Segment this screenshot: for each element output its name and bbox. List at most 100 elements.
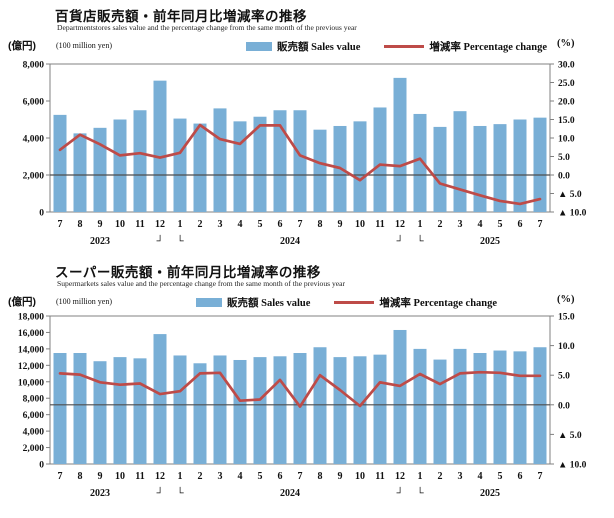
month-label: 4 <box>238 471 243 482</box>
month-label: 1 <box>418 471 423 482</box>
year-axis-labels: 2023 ┘ └ 2024 ┘ └ 2025 <box>90 486 500 499</box>
left-tick-label: 4,000 <box>23 135 45 145</box>
month-label: 6 <box>278 471 283 482</box>
month-label: 7 <box>298 471 303 482</box>
left-tick-label: 18,000 <box>18 313 44 323</box>
sales-bar <box>273 110 287 212</box>
sales-bar <box>433 126 447 212</box>
month-label: 3 <box>458 219 463 230</box>
right-axis-unit: (%) <box>557 294 575 305</box>
sales-bar <box>253 116 267 212</box>
left-axis-unit-en: (100 million yen) <box>56 297 112 306</box>
left-tick-label: 6,000 <box>23 98 45 108</box>
right-axis: 30.0 25.0 20.0 15.0 10.0 5.0 0.0 ▲ 5.0 ▲ 10.0 <box>550 61 587 219</box>
left-tick-label: 14,000 <box>18 345 44 355</box>
sales-bar <box>213 355 227 464</box>
month-label: 5 <box>258 471 263 482</box>
month-label: 7 <box>58 219 63 230</box>
month-label: 10 <box>355 471 365 482</box>
left-axis: 0 2,000 4,000 6,000 8,000 10,000 12,000 14,000 1… <box>18 313 50 471</box>
sales-bar <box>513 119 527 212</box>
percentage-change-swatch-icon <box>384 44 425 49</box>
right-axis: 15.0 10.0 5.0 0.0 ▲ 5.0 ▲ 10.0 <box>550 313 587 471</box>
left-axis: 0 2,000 4,000 6,000 8,000 <box>23 61 50 219</box>
month-label: 8 <box>318 219 323 230</box>
year-label: 2023 <box>90 236 110 247</box>
sales-bar <box>73 353 87 464</box>
sales-bar <box>113 357 127 464</box>
month-label: 7 <box>58 471 63 482</box>
month-label: 3 <box>458 471 463 482</box>
sales-bar <box>373 354 387 464</box>
month-label: 2 <box>438 219 443 230</box>
right-tick-label: ▲ 10.0 <box>558 461 587 471</box>
sales-bar <box>193 123 207 212</box>
sales-bar <box>173 355 187 464</box>
month-label: 11 <box>375 471 384 482</box>
sales-bar <box>433 359 447 464</box>
sales-bar <box>153 334 167 464</box>
legend-line-label: 増減率 Percentage change <box>379 298 498 309</box>
right-tick-label: 0.0 <box>558 172 570 182</box>
sales-bar <box>473 125 487 212</box>
sales-bar <box>173 118 187 212</box>
sales-bar <box>313 347 327 464</box>
sales-bar <box>253 357 267 464</box>
left-tick-label: 8,000 <box>23 395 45 405</box>
percentage-change-line <box>58 370 542 408</box>
month-label: 12 <box>395 471 405 482</box>
supermarket-chart-subtitle: Supermarkets sales value and the percent… <box>57 279 346 288</box>
left-tick-label: 6,000 <box>23 411 45 421</box>
month-label: 10 <box>355 219 365 230</box>
right-tick-label: ▲ 5.0 <box>558 431 582 441</box>
sales-bar <box>373 107 387 212</box>
month-label: 8 <box>78 219 83 230</box>
month-label: 10 <box>115 219 125 230</box>
supermarket-chart-block: スーパー販売額・前年同月比増減率の推移 Supermarkets sales v… <box>0 256 614 514</box>
sales-bar <box>493 124 507 212</box>
month-label: 6 <box>278 219 283 230</box>
year-label: ┘ <box>395 234 403 247</box>
left-tick-label: 10,000 <box>18 378 44 388</box>
month-label: 3 <box>218 471 223 482</box>
left-tick-label: 0 <box>39 209 44 219</box>
month-label: 5 <box>498 471 503 482</box>
month-label: 9 <box>98 471 103 482</box>
month-label: 1 <box>418 219 423 230</box>
sales-bar <box>353 356 367 464</box>
month-label: 8 <box>78 471 83 482</box>
sales-bars <box>53 329 547 464</box>
month-label: 10 <box>115 471 125 482</box>
sales-bar <box>213 108 227 212</box>
year-label: ┘ <box>155 234 163 247</box>
right-tick-label: 15.0 <box>558 116 575 126</box>
month-label: 4 <box>478 471 483 482</box>
sales-bar <box>513 351 527 464</box>
sales-bar <box>413 113 427 212</box>
sales-bar <box>393 77 407 212</box>
left-tick-label: 2,000 <box>23 444 45 454</box>
month-label: 6 <box>518 471 523 482</box>
sales-bar <box>53 353 67 464</box>
supermarket-chart-title: スーパー販売額・前年同月比増減率の推移 <box>55 265 321 280</box>
left-tick-label: 16,000 <box>18 329 44 339</box>
left-tick-label: 8,000 <box>23 61 45 71</box>
sales-bar <box>153 80 167 213</box>
year-label: 2024 <box>280 236 300 247</box>
month-label: 7 <box>538 471 543 482</box>
sales-bar <box>533 117 547 212</box>
sales-value-swatch-icon <box>196 298 222 307</box>
year-label: └ <box>416 486 424 499</box>
month-label: 5 <box>258 219 263 230</box>
departmentstore-chart-block: 百貨店販売額・前年同月比増減率の推移 Departmentstores sale… <box>0 0 614 258</box>
left-axis-unit-jp: (億円) <box>8 296 36 308</box>
supermarket-combo-plot: 0 2,000 4,000 6,000 8,000 10,000 12,000 14,000 1… <box>18 313 587 500</box>
month-label: 11 <box>375 219 384 230</box>
month-axis-labels: 7 8 9 10 11 12 1 2 3 4 5 6 7 8 9 10 11 12 1 2 3 4 5 6 7 <box>58 219 543 230</box>
sales-bar <box>193 363 207 464</box>
sales-bar <box>473 353 487 464</box>
month-label: 1 <box>178 471 183 482</box>
sales-bar <box>273 356 287 464</box>
month-label: 11 <box>135 471 144 482</box>
